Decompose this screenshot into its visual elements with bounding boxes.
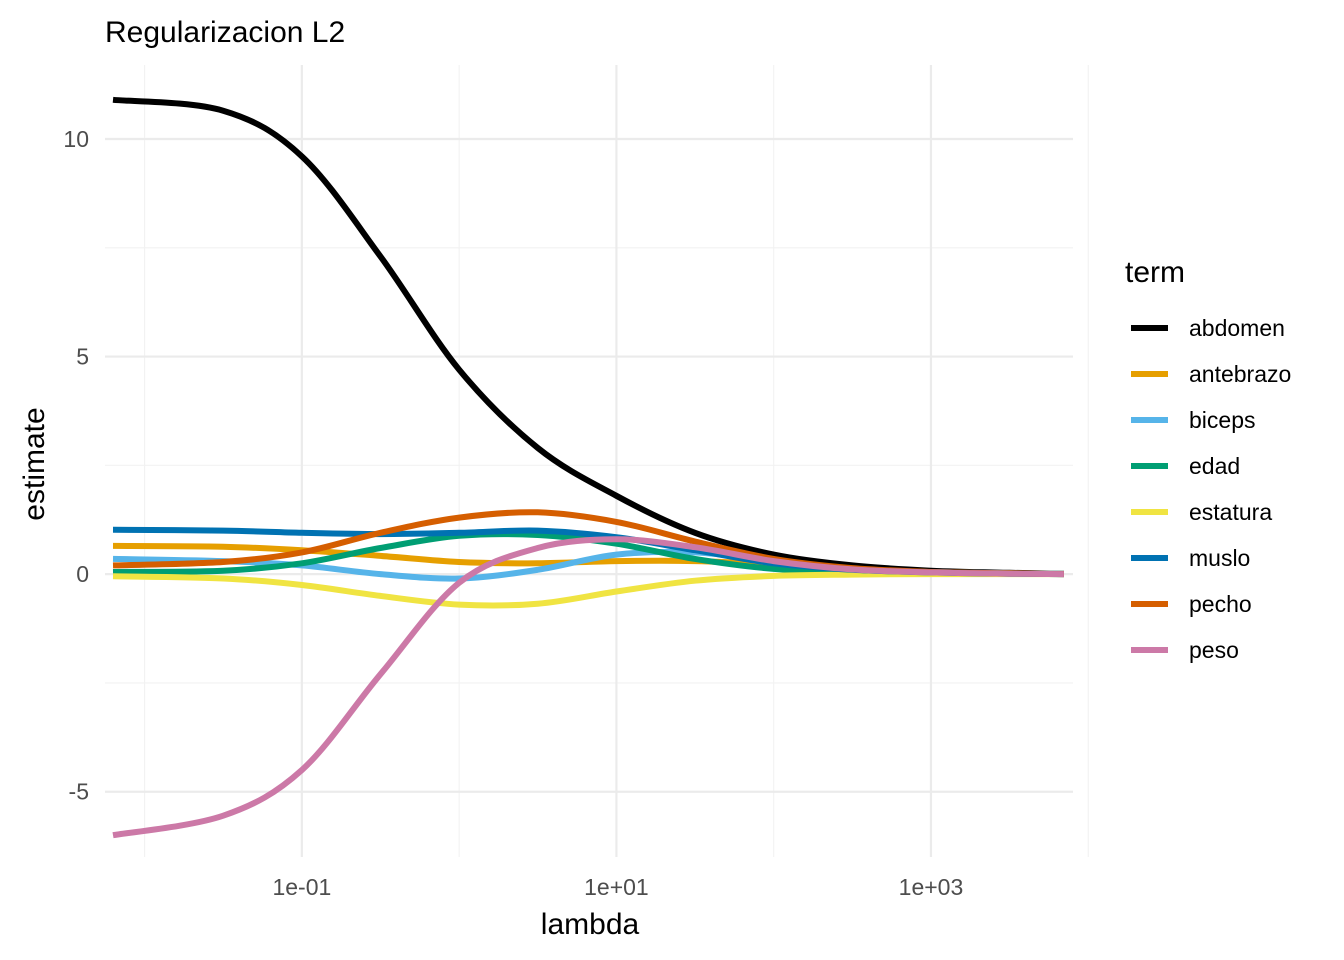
y-tick-label: 0: [76, 561, 89, 587]
series-line-abdomen: [112, 96, 1064, 577]
y-tick-label: 10: [63, 126, 89, 152]
legend-label-pecho: pecho: [1189, 591, 1252, 617]
x-tick-label: 1e-01: [272, 874, 331, 900]
legend-title: term: [1125, 256, 1185, 289]
y-tick-labels: 10 5 0 -5: [63, 126, 89, 805]
legend-label-muslo: muslo: [1189, 545, 1250, 571]
series-line-peso: [112, 536, 1064, 839]
y-tick-label: 5: [76, 344, 89, 370]
legend-label-edad: edad: [1189, 453, 1240, 479]
x-tick-label: 1e+01: [584, 874, 649, 900]
y-tick-label: -5: [69, 779, 89, 805]
series-layer: [112, 96, 1064, 839]
chart-title: Regularizacion L2: [105, 16, 345, 49]
legend-label-estatura: estatura: [1189, 499, 1272, 525]
grid: [105, 65, 1089, 857]
x-tick-label: 1e+03: [899, 874, 964, 900]
legend-label-biceps: biceps: [1189, 407, 1255, 433]
series-line-estatura: [112, 571, 1064, 609]
x-tick-labels: 1e-01 1e+01 1e+03: [272, 874, 963, 900]
legend-label-peso: peso: [1189, 637, 1239, 663]
legend-items: abdomen antebrazo biceps edad estatura muslo p…: [1131, 315, 1291, 663]
legend-label-antebrazo: antebrazo: [1189, 361, 1291, 387]
y-axis-title: estimate: [18, 407, 51, 520]
legend-label-abdomen: abdomen: [1189, 315, 1285, 341]
legend: term abdomen antebrazo biceps edad estatura m…: [1125, 256, 1291, 663]
x-axis-title: lambda: [541, 908, 640, 941]
